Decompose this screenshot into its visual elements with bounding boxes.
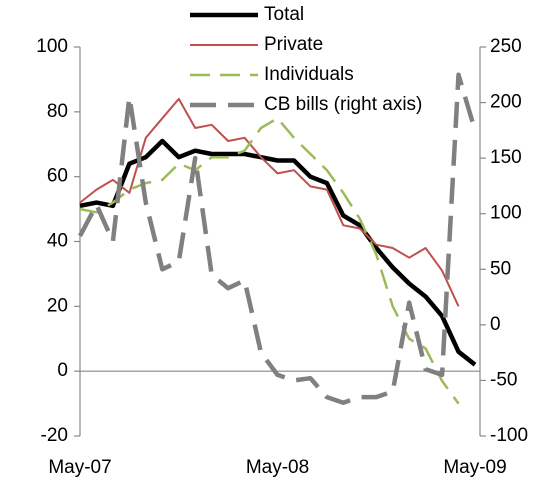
y-tick-label: 0	[57, 360, 68, 381]
y-tick-label: 60	[47, 166, 68, 187]
y2-tick-label: 100	[490, 203, 522, 224]
series-line	[78, 72, 478, 405]
x-tick-label: May-09	[443, 457, 506, 478]
legend-label: Total	[264, 4, 304, 25]
y2-tick-label: -100	[490, 425, 528, 446]
legend-label: Private	[264, 34, 323, 55]
y2-tick-label: -50	[490, 369, 517, 390]
legend-label: CB bills (right axis)	[264, 94, 422, 115]
x-tick-label: May-07	[48, 457, 111, 478]
series-line	[79, 138, 477, 367]
y2-tick-label: 200	[490, 92, 522, 113]
series-line	[79, 97, 460, 307]
y-tick-label: 100	[36, 36, 68, 57]
y2-tick-label: 0	[490, 314, 501, 335]
x-tick-label: May-08	[246, 457, 309, 478]
y2-tick-label: 50	[490, 258, 511, 279]
y-tick-label: 80	[47, 101, 68, 122]
y2-tick-label: 150	[490, 147, 522, 168]
y-tick-label: 20	[47, 295, 68, 316]
y-tick-label: -20	[41, 425, 68, 446]
legend-label: Individuals	[264, 64, 354, 85]
y2-tick-label: 250	[490, 36, 522, 57]
y-tick-label: 40	[47, 231, 68, 252]
